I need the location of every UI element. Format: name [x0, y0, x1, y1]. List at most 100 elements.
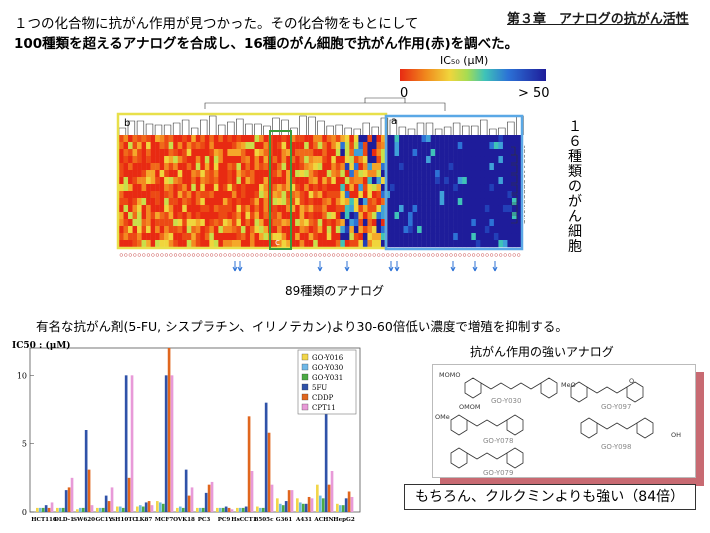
heatmap-cell [371, 163, 377, 171]
bar-cddp [167, 348, 171, 512]
heatmap-cell [453, 240, 458, 248]
label-omom: OMOM [459, 403, 480, 411]
heatmap-cell [186, 170, 192, 178]
heatmap-cell [195, 219, 201, 227]
heatmap-cell [141, 149, 147, 157]
heatmap-cell [493, 163, 499, 171]
heatmap-cell [358, 163, 364, 171]
heatmap-cell [177, 205, 183, 213]
dendrogram-branch [281, 119, 289, 135]
cell-line-label: 8505c [524, 199, 525, 204]
dendrogram-branch [136, 120, 145, 135]
heatmap-cell [331, 191, 337, 199]
heatmap-cell [308, 240, 314, 248]
heatmap-cell [403, 240, 409, 248]
heatmap-cell [484, 177, 490, 185]
heatmap-cell [295, 135, 300, 143]
heatmap-cell [507, 198, 513, 206]
heatmap-cell [349, 240, 355, 248]
compound-marker [341, 253, 345, 257]
heatmap-cell [448, 233, 454, 241]
heatmap-cell [304, 163, 309, 171]
compound-marker [472, 253, 476, 257]
heatmap-cell [493, 240, 499, 248]
heatmap-cell [457, 142, 463, 150]
bar-go-y016 [36, 507, 39, 512]
heatmap-cell [249, 191, 255, 199]
heatmap-cell [516, 177, 522, 185]
compound-marker [494, 253, 498, 257]
heatmap-cell [317, 198, 323, 206]
heatmap-cell [412, 163, 418, 171]
compound-marker [309, 253, 313, 257]
heatmap-cell [128, 156, 133, 164]
heatmap-cell [159, 149, 165, 157]
heatmap-cell [191, 226, 196, 234]
heatmap-cell [159, 163, 165, 171]
heatmap-cell [448, 191, 454, 199]
heatmap-cell [412, 226, 418, 234]
heatmap-cell [376, 240, 382, 248]
heatmap-cell [462, 212, 467, 220]
heatmap-cell [168, 149, 174, 157]
heatmap-cell [272, 212, 278, 220]
heatmap-cell [394, 177, 400, 185]
compound-marker [178, 253, 182, 257]
heatmap-cell [448, 226, 454, 234]
heatmap-cell [277, 212, 282, 220]
heatmap-cell [290, 233, 296, 241]
dendrogram-branch [245, 123, 253, 135]
bar-go-y030 [98, 507, 102, 512]
heatmap-cell [249, 156, 255, 164]
heatmap-cell [462, 163, 467, 171]
dendrogram-branch [326, 125, 334, 135]
heatmap-cell [308, 198, 314, 206]
heatmap-cell [213, 226, 219, 234]
heatmap-cell [358, 219, 364, 227]
heatmap-cell [227, 156, 233, 164]
heatmap-cell [367, 163, 373, 171]
dendrogram-branch [254, 123, 262, 135]
heatmap-cell [480, 177, 486, 185]
heatmap-cell [394, 205, 400, 213]
compound-marker [332, 253, 336, 257]
heatmap-cell [141, 191, 147, 199]
heatmap-cell [376, 142, 382, 150]
bar-go-y031 [261, 507, 265, 512]
heatmap-cell [399, 205, 404, 213]
heatmap-cell [408, 135, 413, 143]
heatmap-cell [412, 205, 418, 213]
heatmap-cell [511, 177, 517, 185]
bar-cpt11 [110, 487, 114, 512]
heatmap-cell [421, 219, 427, 227]
heatmap-cell [195, 233, 201, 241]
heatmap-cell [480, 191, 486, 199]
heatmap-cell [394, 170, 400, 178]
heatmap-cell [204, 149, 210, 157]
heatmap-cell [204, 170, 210, 178]
heatmap-cell [430, 177, 436, 185]
heatmap-cell [164, 226, 169, 234]
heatmap-cell [430, 142, 436, 150]
heatmap-cell [186, 226, 192, 234]
heatmap-cell [245, 149, 251, 157]
heatmap-cell [299, 212, 305, 220]
heatmap-cell [195, 226, 201, 234]
heatmap-cell [150, 177, 156, 185]
heatmap-cell [259, 156, 264, 164]
heatmap-cell [286, 212, 291, 220]
heatmap-cell [511, 142, 517, 150]
bar-go-y031 [181, 507, 185, 512]
heatmap-cell [209, 163, 215, 171]
dendrogram-branch [362, 122, 370, 135]
heatmap-cell [245, 163, 251, 171]
heatmap-cell [308, 191, 314, 199]
bar-go-y016 [336, 503, 339, 512]
heatmap-cell [457, 205, 463, 213]
heatmap-cell [349, 177, 355, 185]
heatmap-cell [516, 135, 522, 143]
heatmap-cell [399, 163, 404, 171]
heatmap-cell [471, 233, 477, 241]
heatmap-cell [168, 198, 174, 206]
heatmap-cell [498, 198, 504, 206]
